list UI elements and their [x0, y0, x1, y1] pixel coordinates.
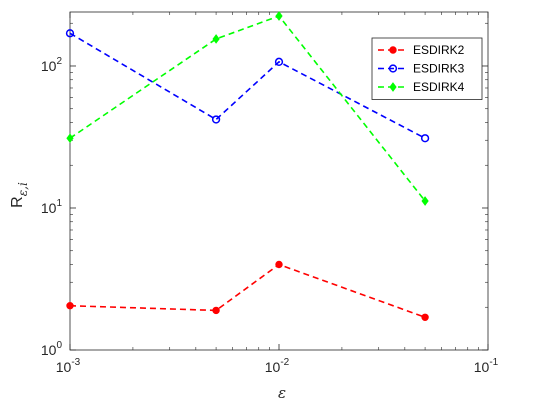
series-layer	[65, 11, 430, 321]
legend-entry-esdirk3: ESDIRK3	[378, 62, 465, 76]
series-esdirk4	[66, 11, 429, 206]
series-esdirk2	[66, 260, 429, 321]
point-esdirk2	[212, 306, 220, 315]
axis-ticks: 10-3 10-2 10-1 100 101 102	[41, 12, 499, 375]
point-esdirk4	[275, 11, 283, 21]
point-esdirk3	[211, 115, 221, 124]
x-axis-title: ε	[278, 384, 286, 402]
point-esdirk2	[66, 302, 74, 310]
legend-label-esdirk4: ESDIRK4	[413, 80, 465, 94]
legend-entry-esdirk4: ESDIRK4	[378, 80, 465, 94]
point-esdirk4	[421, 196, 429, 206]
y-axis-title: Rε,i	[9, 182, 30, 208]
legend-label-esdirk2: ESDIRK2	[413, 43, 465, 57]
legend-marker-esdirk4	[389, 82, 397, 92]
x-tick-label: 10-1	[474, 357, 499, 375]
legend-marker-esdirk3	[388, 64, 398, 73]
point-esdirk3	[274, 57, 284, 66]
y-axis-title-main: R	[9, 196, 26, 208]
series-line-esdirk4	[69, 15, 426, 202]
y-tick-label: 100	[41, 340, 63, 358]
legend-label-esdirk3: ESDIRK3	[413, 62, 465, 76]
series-line-esdirk3	[69, 32, 426, 139]
y-axis-title-sub: ε,i	[16, 182, 30, 196]
x-tick-label: 10-2	[265, 357, 290, 375]
point-esdirk3	[65, 29, 75, 38]
x-tick-label: 10-3	[56, 357, 81, 375]
point-esdirk2	[421, 313, 429, 321]
point-esdirk2	[275, 260, 283, 269]
point-esdirk3	[420, 134, 430, 143]
legend-marker-esdirk2	[389, 46, 397, 54]
point-esdirk4	[66, 133, 74, 144]
series-esdirk3	[65, 29, 430, 143]
legend: ESDIRK2 ESDIRK3 ESDIRK4	[371, 37, 483, 100]
point-esdirk4	[212, 34, 220, 44]
y-tick-label: 101	[41, 198, 63, 216]
series-line-esdirk2	[69, 263, 426, 319]
legend-entry-esdirk2: ESDIRK2	[378, 43, 465, 57]
y-tick-label: 102	[41, 56, 63, 74]
